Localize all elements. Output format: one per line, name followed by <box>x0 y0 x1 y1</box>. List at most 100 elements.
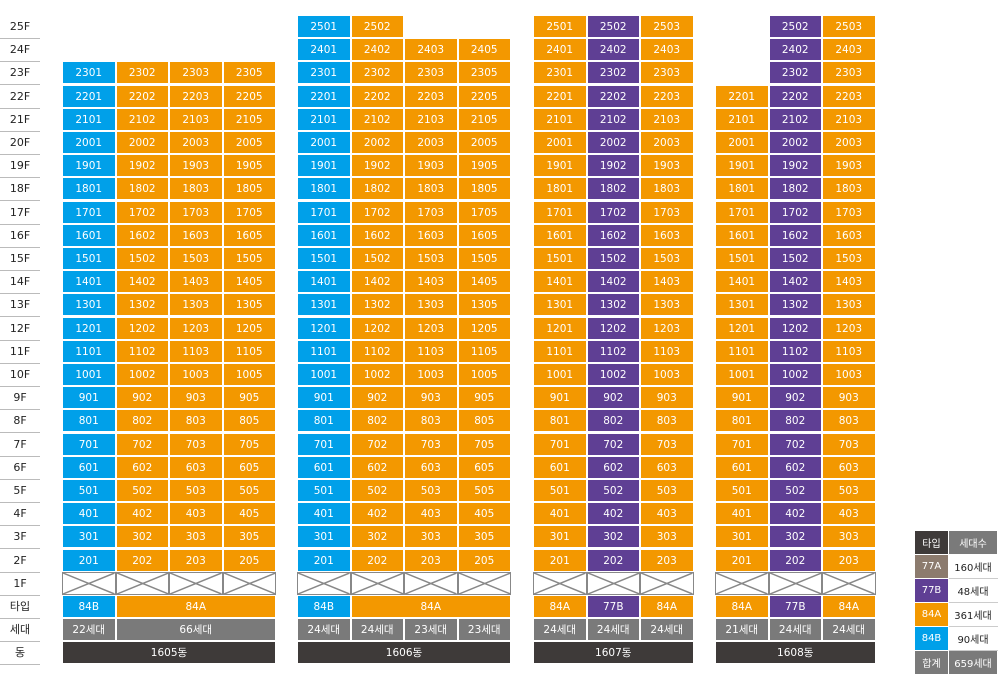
floor-label: 4F <box>0 502 40 527</box>
dong-name: 1608동 <box>715 641 876 665</box>
unit-cell: 2205 <box>222 84 276 108</box>
unit-cell: 1302 <box>768 293 822 317</box>
unit-cell: 302 <box>586 525 640 549</box>
unit-cell: 501 <box>297 479 351 502</box>
unit-cell: 2101 <box>533 107 587 131</box>
unit-cell: 2303 <box>822 61 876 85</box>
unit-cell: 1803 <box>822 177 876 201</box>
unit-cell: 301 <box>533 525 587 549</box>
unit-cell: 1503 <box>169 247 223 270</box>
floor-label: 15F <box>0 247 40 271</box>
floor-label: 17F <box>0 201 40 225</box>
floor-label: 3F <box>0 525 40 550</box>
unit-cell: 1302 <box>586 293 640 317</box>
unit-cell: 2403 <box>404 38 458 62</box>
unit-cell: 2405 <box>457 38 511 62</box>
unit-cell: 1402 <box>350 270 404 294</box>
unit-cell: 1001 <box>715 363 769 386</box>
floor-label: 19F <box>0 154 40 179</box>
unit-cell: 1801 <box>533 177 587 201</box>
pilotis-cell <box>586 571 640 595</box>
unit-cell: 1302 <box>350 293 404 317</box>
pilotis-cell <box>822 571 876 595</box>
unit-cell: 1403 <box>404 270 458 294</box>
legend-row: 84B 90세대 <box>914 626 998 651</box>
type-row-label: 타입 <box>0 595 40 619</box>
unit-cell: 1303 <box>640 293 694 317</box>
floor-label: 23F <box>0 61 40 86</box>
unit-cell: 2205 <box>457 84 511 108</box>
unit-cell: 1502 <box>115 247 169 270</box>
unit-cell: 1405 <box>457 270 511 294</box>
unit-cell: 905 <box>222 386 276 410</box>
dong-name: 1606동 <box>297 641 511 665</box>
floor-label: 18F <box>0 177 40 202</box>
unit-cell: 805 <box>457 409 511 433</box>
floor-label: 1F <box>0 572 40 596</box>
unit-cell: 1301 <box>62 293 116 317</box>
unit-cell: 1801 <box>297 177 351 201</box>
unit-cell: 2105 <box>222 107 276 131</box>
unit-cell: 401 <box>62 502 116 526</box>
floor-label: 9F <box>0 386 40 411</box>
unit-cell: 905 <box>457 386 511 410</box>
unit-cell: 702 <box>350 432 404 456</box>
unit-cell: 703 <box>169 432 223 456</box>
unit-cell: 902 <box>350 386 404 410</box>
unit-cell: 402 <box>350 502 404 526</box>
unit-cell: 1501 <box>62 247 116 270</box>
unit-cell: 701 <box>533 432 587 456</box>
unit-cell: 302 <box>350 525 404 549</box>
unit-cell: 705 <box>222 432 276 456</box>
unit-cell: 1305 <box>457 293 511 317</box>
floor-label: 12F <box>0 317 40 341</box>
unit-cell: 1602 <box>586 223 640 247</box>
unit-cell: 403 <box>169 502 223 526</box>
floor-label: 5F <box>0 479 40 503</box>
unit-cell: 501 <box>533 479 587 502</box>
unit-cell: 1203 <box>822 316 876 340</box>
unit-cell: 1105 <box>457 339 511 363</box>
unit-cell: 1703 <box>404 200 458 224</box>
unit-cell: 2303 <box>640 61 694 85</box>
unit-cell: 405 <box>457 502 511 526</box>
unit-cell: 1403 <box>640 270 694 294</box>
unit-cell: 1902 <box>768 154 822 178</box>
legend-type: 77B <box>914 578 949 603</box>
unit-cell: 802 <box>768 409 822 433</box>
unit-cell: 2402 <box>350 38 404 62</box>
unit-cell: 1402 <box>768 270 822 294</box>
unit-cell: 1003 <box>404 363 458 386</box>
unit-cell: 402 <box>586 502 640 526</box>
unit-cell: 2401 <box>533 38 587 62</box>
unit-cell: 605 <box>457 455 511 479</box>
unit-cell: 1001 <box>62 363 116 386</box>
unit-cell: 1203 <box>404 316 458 340</box>
unit-cell: 901 <box>715 386 769 410</box>
unit-cell: 2501 <box>297 15 351 38</box>
unit-cell: 2201 <box>62 84 116 108</box>
unit-cell: 703 <box>404 432 458 456</box>
unit-cell: 2003 <box>404 131 458 154</box>
pilotis-cell <box>715 571 769 595</box>
unit-cell: 2402 <box>768 38 822 62</box>
unit-cell: 1102 <box>115 339 169 363</box>
unit-cell: 1701 <box>715 200 769 224</box>
unit-cell: 1802 <box>586 177 640 201</box>
legend-count: 48세대 <box>948 578 998 603</box>
unit-cell: 2102 <box>350 107 404 131</box>
unit-cell: 1903 <box>822 154 876 178</box>
unit-cell: 502 <box>115 479 169 502</box>
unit-cell: 1105 <box>222 339 276 363</box>
unit-cell: 1402 <box>586 270 640 294</box>
unit-cell: 1103 <box>404 339 458 363</box>
unit-cell: 1303 <box>822 293 876 317</box>
unit-cell: 1503 <box>404 247 458 270</box>
unit-cell: 1701 <box>62 200 116 224</box>
unit-cell: 805 <box>222 409 276 433</box>
unit-cell: 602 <box>350 455 404 479</box>
unit-cell: 2103 <box>169 107 223 131</box>
unit-cell: 2001 <box>62 131 116 154</box>
unit-cell: 802 <box>586 409 640 433</box>
unit-cell: 1601 <box>715 223 769 247</box>
